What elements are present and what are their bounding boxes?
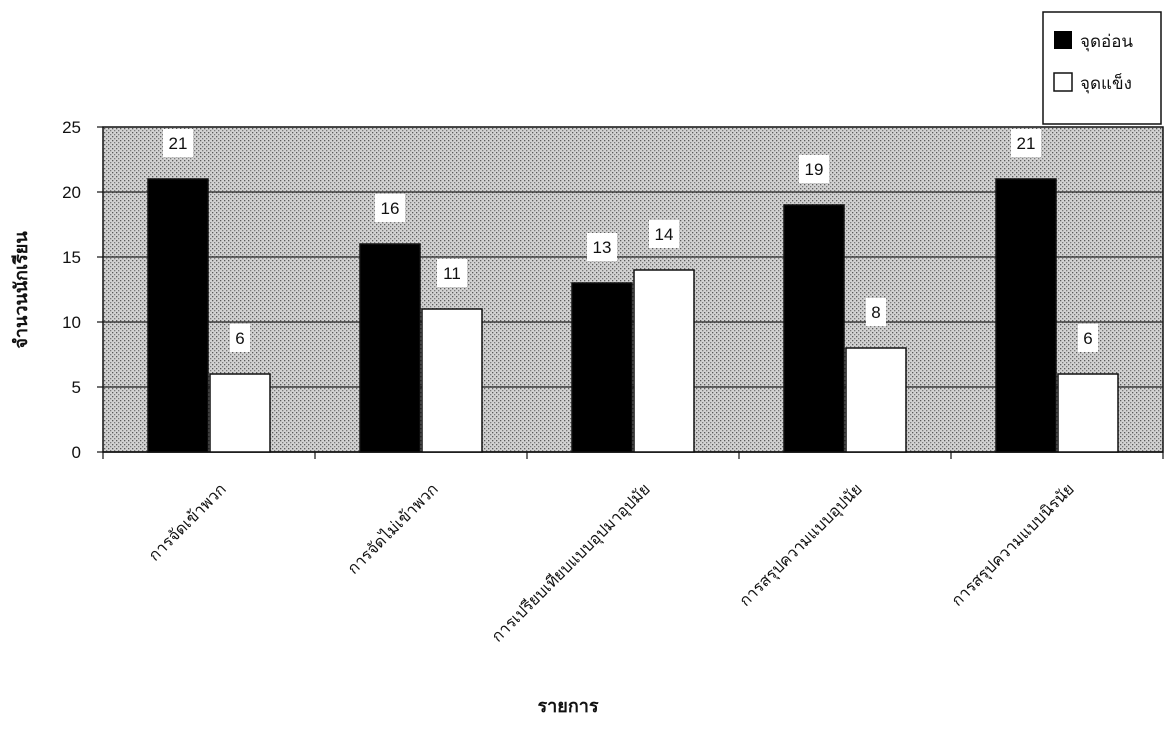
y-axis-title: จำนวนนักเรียน: [11, 231, 32, 349]
bar-strength: [633, 269, 695, 453]
bar-strength: [845, 347, 907, 453]
data-labels: 21 6 16 11 13 14 19 8 21 6: [163, 129, 1098, 352]
category-label: การสรุปความแบบอุปนัย: [735, 479, 866, 610]
category-label: การสรุปความแบบนิรนัย: [947, 479, 1078, 610]
plot-background: [102, 126, 1164, 453]
legend-swatch-weakness: [1054, 31, 1072, 49]
data-label: 21: [1017, 134, 1036, 153]
y-tick-label: 15: [62, 248, 81, 267]
legend-swatch-strength: [1053, 72, 1073, 92]
bar-weakness: [995, 178, 1057, 453]
data-label-bg: [587, 233, 617, 261]
bar-weakness: [571, 282, 633, 453]
data-label-bg: [1011, 129, 1041, 157]
data-label-bg: [230, 324, 250, 352]
data-label: 6: [1083, 329, 1092, 348]
y-tick-label: 5: [72, 378, 81, 397]
data-label: 19: [805, 160, 824, 179]
data-label: 11: [443, 264, 461, 283]
data-label-bg: [799, 155, 829, 183]
bar-weakness: [359, 243, 421, 453]
gridlines: [103, 191, 1163, 388]
bar-weakness: [147, 178, 209, 453]
data-label: 21: [169, 134, 188, 153]
data-label: 8: [871, 303, 880, 322]
x-axis-title: รายการ: [538, 696, 599, 717]
data-label: 13: [593, 238, 612, 257]
bars: [147, 178, 1119, 453]
bar-weakness: [783, 204, 845, 453]
y-tick-label: 10: [62, 313, 81, 332]
bar-strength: [421, 308, 483, 453]
legend-label-weakness: จุดอ่อน: [1080, 32, 1133, 52]
data-label-bg: [375, 194, 405, 222]
y-tick-label: 0: [72, 443, 81, 462]
category-labels: การจัดเข้าพวก การจัดไม่เข้าพวก การเปรียบเท…: [145, 479, 1079, 646]
bar-strength: [209, 373, 271, 453]
data-label: 6: [235, 329, 244, 348]
data-label: 14: [655, 225, 674, 244]
data-label-bg: [866, 298, 886, 326]
data-label-bg: [649, 220, 679, 248]
category-label: การจัดไม่เข้าพวก: [343, 479, 441, 577]
legend: จุดอ่อน จุดแข็ง: [1042, 11, 1162, 125]
data-label-bg: [437, 259, 467, 287]
data-label: 16: [381, 199, 400, 218]
legend-box: [1042, 11, 1162, 125]
y-tick-label: 20: [62, 183, 81, 202]
data-label-bg: [163, 129, 193, 157]
data-label-bg: [1078, 324, 1098, 352]
category-label: การเปรียบเทียบแบบอุปมาอุปมัย: [488, 479, 655, 646]
bar-strength: [1057, 373, 1119, 453]
category-label: การจัดเข้าพวก: [145, 479, 230, 564]
y-axis: 0 5 10 15 20 25: [62, 118, 103, 462]
legend-label-strength: จุดแข็ง: [1080, 72, 1132, 94]
x-axis: [102, 451, 1164, 459]
y-tick-label: 25: [62, 118, 81, 137]
